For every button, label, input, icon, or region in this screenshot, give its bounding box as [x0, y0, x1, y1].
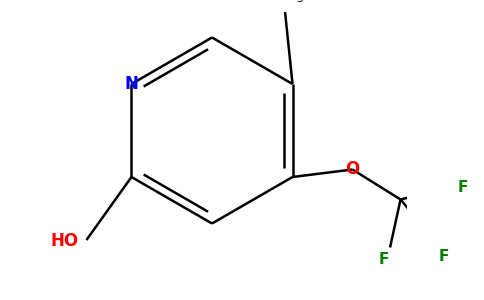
- Text: F: F: [439, 249, 449, 264]
- Text: O: O: [346, 160, 360, 178]
- Text: HO: HO: [51, 232, 79, 250]
- Text: F: F: [457, 180, 468, 195]
- Text: N: N: [124, 75, 138, 93]
- Text: F: F: [379, 252, 389, 267]
- Text: CH$_3$: CH$_3$: [272, 0, 304, 4]
